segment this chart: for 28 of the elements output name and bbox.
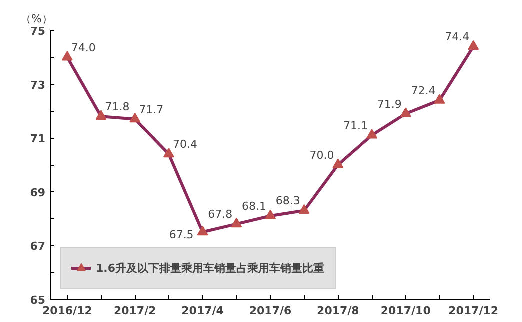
x-tick-label: 2017/10 [380,304,432,318]
x-tick-label: 2017/4 [182,304,224,318]
y-tick-label: 73 [30,78,46,92]
text: 70.0 [310,149,334,162]
y-tick-label: 67 [30,240,46,254]
x-tick-label: 2017/2 [114,304,156,318]
y-axis-title: （%） [20,12,53,26]
text: 68.3 [276,194,300,208]
text: 67.8 [208,208,233,222]
y-tick-label: 65 [30,294,46,307]
text: 72.4 [411,84,436,98]
text: 74.4 [445,30,470,44]
text: 71.1 [344,119,368,132]
text: 74.0 [71,41,96,54]
text: 71.8 [105,100,130,114]
x-tick-label: 2017/12 [448,304,499,318]
y-tick-label: 71 [30,132,46,146]
text: 70.4 [172,138,198,152]
legend-label: 1.6升及以下排量乘用车销量占乘用车销量比重 [96,260,324,276]
x-tick-label: 2016/12 [42,304,92,318]
text: 67.5 [169,228,194,242]
text: 71.9 [377,98,402,111]
text: 68.1 [242,200,267,214]
text: 71.7 [139,103,164,116]
y-tick-label: 69 [30,186,46,200]
x-tick-label: 2017/6 [249,304,292,318]
x-tick-label: 2017/8 [317,304,360,318]
y-tick-label: 75 [30,25,46,38]
